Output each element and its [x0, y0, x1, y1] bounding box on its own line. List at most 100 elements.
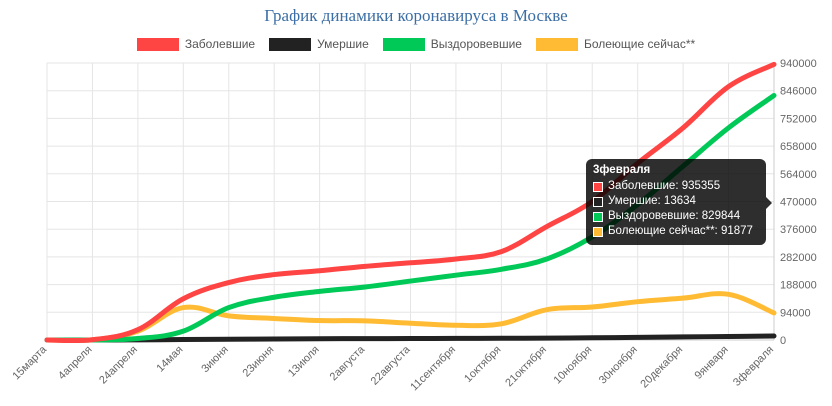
data-point-2 [499, 267, 503, 271]
x-tick-label: 22августа [369, 343, 414, 388]
data-point-3 [318, 319, 322, 323]
data-point-2 [136, 337, 140, 341]
data-point-3 [181, 306, 185, 310]
data-point-1 [590, 336, 594, 340]
data-point-3 [499, 322, 503, 326]
x-tick-label: 4апреля [56, 344, 95, 383]
data-point-1 [636, 335, 640, 339]
data-point-3 [681, 296, 685, 300]
data-point-2 [318, 289, 322, 293]
data-point-2 [409, 279, 412, 283]
data-point-3 [454, 323, 458, 327]
legend: Заболевшие Умершие Выздоровевшие Болеющие с… [0, 37, 832, 51]
x-tick-label: 20декабря [638, 344, 685, 391]
data-point-2 [227, 306, 231, 310]
data-point-0 [272, 273, 276, 277]
x-tick-label: 15марта [10, 343, 49, 382]
data-point-0 [136, 328, 140, 332]
legend-item[interactable]: Заболевшие [136, 37, 255, 51]
data-point-1 [409, 337, 412, 341]
tooltip-row-label: Умершие: 13634 [608, 195, 696, 207]
x-tick-label: 3июня [199, 344, 231, 376]
y-tick-label: 94000 [780, 307, 811, 319]
data-point-3 [409, 321, 412, 325]
y-tick-label: 940000 [780, 58, 817, 70]
x-tick-label: 14мая [154, 344, 185, 375]
x-tick-label: 2августа [328, 343, 368, 383]
x-tick-label: 23июня [240, 344, 276, 380]
x-tick-label: 9января [693, 344, 731, 382]
tooltip-swatch [593, 226, 603, 237]
chart-title: График динамики коронавируса в Москве [264, 6, 568, 25]
x-tick-label: 21октября [503, 344, 549, 390]
data-point-2 [772, 93, 776, 97]
y-tick-label: 752000 [780, 113, 817, 125]
tooltip-row: Выздоровевшие: 829844 [593, 209, 759, 224]
legend-item[interactable]: Выздоровевшие [382, 37, 522, 51]
data-point-1 [727, 334, 731, 338]
tooltip-swatch [593, 181, 603, 192]
legend-item[interactable]: Умершие [269, 37, 369, 51]
data-point-1 [181, 338, 185, 342]
data-point-1 [318, 337, 322, 341]
data-point-2 [181, 329, 185, 333]
data-point-2 [454, 273, 458, 277]
tooltip-swatch [593, 196, 603, 207]
data-point-3 [227, 314, 231, 318]
data-point-2 [545, 257, 549, 261]
data-point-0 [318, 269, 322, 273]
tooltip-swatch [593, 211, 603, 222]
data-point-3 [363, 319, 367, 323]
y-tick-label: 0 [780, 335, 786, 347]
data-point-0 [90, 338, 94, 342]
data-point-0 [499, 250, 503, 254]
x-tick-label: 11сентября [408, 344, 458, 394]
tooltip-row: Болеющие сейчас**: 91877 [593, 224, 759, 239]
tooltip-title: 3февраля [593, 164, 651, 176]
data-point-0 [409, 261, 412, 265]
data-point-3 [590, 305, 594, 309]
legend-swatch [535, 37, 578, 51]
legend-swatch [136, 37, 179, 51]
legend-label: Выздоровевшие [430, 37, 522, 51]
x-tick-label: 3февраля [731, 344, 776, 389]
x-tick-label: 30ноября [597, 344, 640, 387]
y-tick-label: 658000 [780, 141, 817, 153]
data-point-1 [545, 336, 549, 340]
x-tick-label: 24апреля [97, 344, 140, 387]
y-tick-label: 282000 [780, 252, 817, 264]
data-point-3 [636, 300, 640, 304]
legend-swatch [269, 37, 312, 51]
data-point-0 [681, 126, 685, 130]
tooltip-row: Умершие: 13634 [593, 194, 759, 209]
x-tick-label: 10ноября [551, 344, 594, 387]
data-point-2 [727, 126, 731, 130]
y-tick-label: 564000 [780, 169, 817, 181]
y-tick-label: 470000 [780, 197, 817, 209]
data-point-3 [772, 311, 776, 315]
tooltip-row: Заболевшие: 935355 [593, 179, 759, 194]
tooltip-caret [766, 197, 772, 209]
data-point-2 [272, 295, 276, 299]
tooltip-row-label: Выздоровевшие: 829844 [608, 210, 741, 222]
tooltip-row-label: Болеющие сейчас**: 91877 [608, 225, 753, 237]
x-tick-label: 1октября [462, 344, 503, 385]
data-point-1 [772, 334, 776, 338]
data-point-2 [363, 285, 367, 289]
y-tick-label: 188000 [780, 280, 817, 292]
data-point-0 [181, 297, 185, 301]
legend-label: Умершие [317, 37, 369, 51]
y-tick-label: 846000 [780, 86, 817, 98]
legend-label: Болеющие сейчас** [583, 37, 696, 51]
y-tick-label: 376000 [780, 224, 817, 236]
data-point-1 [454, 336, 458, 340]
data-point-1 [227, 337, 231, 341]
data-point-0 [363, 264, 367, 268]
data-point-0 [727, 85, 731, 89]
data-point-0 [454, 257, 458, 261]
data-point-0 [45, 338, 49, 342]
data-point-3 [272, 316, 276, 320]
tooltip: 3февраля Заболевшие: 935355 Умершие: 1363… [586, 159, 766, 245]
legend-item[interactable]: Болеющие сейчас** [535, 37, 696, 51]
